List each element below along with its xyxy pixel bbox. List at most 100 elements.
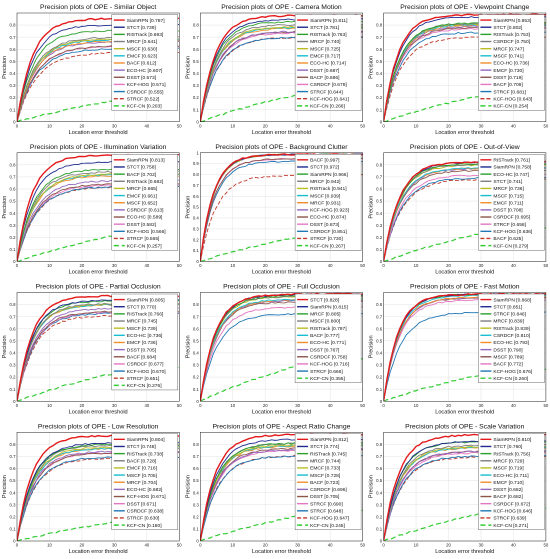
x-tick-label: 20	[446, 123, 451, 128]
axes-frame	[16, 12, 180, 122]
legend-label: MSCF [0.789]	[493, 354, 524, 360]
x-tick-label: 20	[263, 263, 268, 268]
chart-title: Precision plots of OPE - Full Occlusion	[223, 284, 340, 291]
y-tick-label: 0	[380, 259, 383, 264]
legend-label: EMCF [0.661]	[127, 193, 158, 199]
x-tick-label: 20	[263, 403, 268, 408]
x-tick-label: 20	[446, 543, 451, 548]
y-tick-label: 0.6	[376, 466, 383, 471]
y-tick-label: 0.7	[193, 454, 200, 459]
y-axis-label: Precision	[2, 196, 8, 219]
x-tick-label: 40	[144, 543, 149, 548]
y-tick-label: 0.5	[193, 205, 200, 210]
x-tick-label: 30	[295, 263, 300, 268]
legend-label: KCF-HOG [0.643]	[493, 96, 533, 102]
x-tick-label: 40	[328, 263, 333, 268]
y-tick-label: 0.5	[10, 59, 17, 64]
legend-label: MSCF [0.705]	[127, 473, 158, 479]
axes-frame	[200, 432, 363, 542]
legend-label: RISTrack [0.745]	[310, 451, 347, 457]
x-tick-label: 50	[544, 403, 549, 408]
legend-label: EMCF [0.716]	[127, 466, 158, 472]
x-axis-label: Location error threshold	[252, 270, 311, 276]
y-tick-label: 0.3	[10, 83, 17, 88]
y-tick-label: 0.5	[10, 478, 17, 483]
y-axis-label: Precision	[2, 56, 8, 79]
x-tick-label: 0	[382, 123, 385, 128]
chart-panel-6: Precision plots of OPE - Partial Occlusi…	[2, 284, 182, 416]
legend-label: BACF [0.997]	[310, 158, 340, 164]
legend-label: CSRDCF [0.695]	[493, 215, 530, 221]
legend-label: BACF [0.686]	[310, 75, 340, 81]
y-tick-label: 0.5	[376, 338, 383, 343]
axes-frame	[200, 12, 363, 122]
y-tick-label: 0.6	[193, 47, 200, 52]
chart-title: Precision plots of OPE - Out-of-View	[410, 144, 520, 151]
y-tick-label: 0	[13, 539, 16, 544]
legend-label: STRCF [0.681]	[493, 89, 526, 95]
y-axis-label: Precision	[2, 475, 8, 498]
y-tick-label: 0.4	[10, 351, 17, 356]
legend-label: CSRDCF [0.638]	[127, 509, 164, 515]
y-tick-label: 0.4	[376, 211, 383, 216]
legend-label: DSST [0.671]	[127, 501, 157, 507]
y-tick-label: 0.3	[193, 83, 200, 88]
y-tick-label: 1	[196, 150, 199, 155]
x-tick-label: 0	[382, 543, 385, 548]
y-tick-label: 0.6	[193, 326, 200, 331]
legend-label: KCF-HOG [0.676]	[493, 369, 533, 375]
legend-label: STRCF [0.690]	[310, 501, 343, 507]
x-tick-label: 10	[47, 263, 52, 268]
legend-label: STRCF [0.639]	[493, 516, 526, 522]
legend-label: DSST [0.573]	[127, 75, 157, 81]
y-tick-label: 0.7	[10, 175, 17, 180]
x-tick-label: 30	[479, 403, 484, 408]
chart-panel-1: Precision plots of OPE - Camera Motion00…	[185, 4, 365, 136]
legend-label: KCF-CN [0.203]	[127, 104, 162, 110]
legend-label: STCT [0.758]	[127, 165, 157, 171]
legend-label: MRCF [0.740]	[310, 39, 341, 45]
x-tick-label: 20	[263, 543, 268, 548]
y-tick-label: 0.3	[376, 502, 383, 507]
y-tick-label: 0.3	[10, 223, 17, 228]
legend-label: DSST [0.682]	[493, 487, 523, 493]
y-tick-label: 0	[13, 399, 16, 404]
x-tick-label: 50	[544, 123, 549, 128]
legend-label: RISTrack [0.941]	[310, 186, 347, 192]
y-tick-label: 0.4	[193, 490, 200, 495]
x-tick-label: 0	[199, 403, 202, 408]
legend-label: CSRDCF [0.678]	[310, 82, 347, 88]
legend-label: DSST [0.705]	[127, 347, 157, 353]
legend-label: MSCF [0.939]	[310, 193, 341, 199]
legend-box	[478, 293, 545, 384]
legend-label: RISTrack [0.753]	[493, 32, 530, 38]
x-tick-label: 30	[479, 543, 484, 548]
legend: SiamRPN [0.811]STCT [0.781]RISTrack [0.7…	[294, 14, 362, 111]
legend-label: STCT [0.760]	[493, 444, 523, 450]
legend-label: BACF [0.709]	[493, 82, 523, 88]
x-tick-label: 20	[446, 263, 451, 268]
legend-label: MSCF [0.800]	[310, 319, 341, 325]
legend-label: MRCF [0.745]	[127, 319, 158, 325]
y-axis-label: Precision	[369, 335, 375, 358]
legend-label: CSRDCF [0.750]	[493, 39, 530, 45]
legend-label: KCF-HOG [0.716]	[310, 362, 350, 368]
legend-label: SiamRPN [0.805]	[127, 297, 165, 303]
y-tick-label: 0.1	[10, 387, 17, 392]
x-tick-label: 50	[177, 263, 182, 268]
y-tick-label: 0.1	[10, 527, 17, 532]
legend-label: MRCF [0.665]	[127, 186, 158, 192]
chart-panel-8: Precision plots of OPE - Fast Motion 0 0.1…	[369, 284, 549, 416]
chart-title: Precision plots of OPE - Illumination Va…	[30, 144, 167, 151]
y-tick-label: 0.9	[193, 161, 200, 166]
legend-label: KCF-HOG [0.646]	[493, 509, 533, 515]
y-tick-label: 0.4	[376, 71, 383, 76]
legend-label: KCF-CN [0.260]	[493, 376, 528, 382]
y-tick-label: 0.4	[10, 490, 17, 495]
legend-label: MRCF [0.747]	[493, 46, 524, 52]
legend-label: ECO-HC [0.682]	[127, 487, 163, 493]
legend-label: MRCF [0.931]	[310, 200, 341, 206]
x-tick-label: 0	[16, 543, 19, 548]
legend-label: MRCF [0.736]	[493, 186, 524, 192]
x-tick-label: 10	[47, 543, 52, 548]
